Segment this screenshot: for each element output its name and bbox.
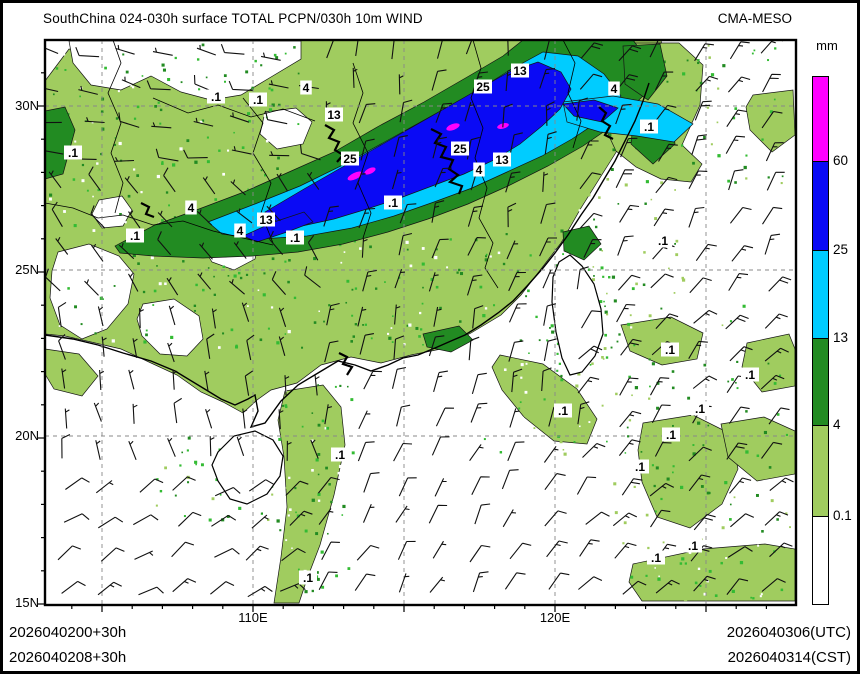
coastline xyxy=(45,82,650,429)
svg-text:13: 13 xyxy=(327,108,341,122)
colorbar-segment-4 xyxy=(812,425,829,518)
lon-label-120e: 120E xyxy=(539,610,571,625)
svg-text:.1: .1 xyxy=(211,90,221,104)
svg-text:25: 25 xyxy=(453,142,467,156)
island-hainan xyxy=(211,430,284,505)
precip-heavy-bands xyxy=(45,40,694,353)
svg-text:4: 4 xyxy=(476,163,483,177)
colorbar-tick-60: 60 xyxy=(833,153,849,168)
model-name: CMA-MESO xyxy=(717,11,792,26)
svg-text:.1: .1 xyxy=(290,231,300,245)
colorbar-segment-3 xyxy=(812,338,829,427)
colorbar-tick-4: 4 xyxy=(833,417,841,432)
map-frame xyxy=(43,38,798,607)
lat-label-25n: 25N xyxy=(15,262,39,277)
lon-label-110e: 110E xyxy=(238,610,268,625)
svg-text:4: 4 xyxy=(611,82,618,96)
lat-label-15n: 15N xyxy=(15,595,39,610)
svg-text:.1: .1 xyxy=(253,93,263,107)
svg-text:25: 25 xyxy=(343,152,357,166)
svg-text:.1: .1 xyxy=(335,448,345,462)
svg-text:.1: .1 xyxy=(658,234,668,248)
svg-text:.1: .1 xyxy=(651,551,661,565)
contour-labels: .1 .1 .1 4 13 25 25 13 4 .1 25 13 4 .1 4 .1 4 13 .1 .1 .1 .1.… xyxy=(64,63,759,585)
colorbar-tick-0-1: 0.1 xyxy=(833,508,852,523)
svg-text:13: 13 xyxy=(259,213,273,227)
map-canvas: .1 .1 .1 4 13 25 25 13 4 .1 25 13 4 .1 4 .1 4 13 .1 .1 .1 .1.… xyxy=(38,38,798,612)
svg-text:.1: .1 xyxy=(558,404,568,418)
svg-text:.1: .1 xyxy=(688,539,698,553)
lat-label-20n: 20N xyxy=(15,428,39,443)
colorbar-segment-0 xyxy=(812,76,829,163)
svg-text:.1: .1 xyxy=(666,428,676,442)
svg-text:.1: .1 xyxy=(665,343,675,357)
valid-time-cst: 2026040314(CST) xyxy=(727,649,851,666)
init-time-cst: 2026040208+30h xyxy=(9,649,127,666)
island-taiwan xyxy=(551,254,604,376)
svg-text:.1: .1 xyxy=(644,120,654,134)
map-layers: .1 .1 .1 4 13 25 25 13 4 .1 25 13 4 .1 4 .1 4 13 .1 .1 .1 .1.… xyxy=(45,40,796,605)
svg-text:13: 13 xyxy=(495,153,509,167)
svg-text:.1: .1 xyxy=(635,460,645,474)
svg-text:.1: .1 xyxy=(130,229,140,243)
svg-text:4: 4 xyxy=(303,81,310,95)
colorbar-segment-1 xyxy=(812,161,829,252)
colorbar-tick-25: 25 xyxy=(833,242,849,257)
colorbar-segment-2 xyxy=(812,250,829,340)
geography xyxy=(45,40,650,505)
lat-label-30n: 30N xyxy=(15,98,39,113)
page-title: SouthChina 024-030h surface TOTAL PCPN/0… xyxy=(43,11,423,26)
svg-text:4: 4 xyxy=(237,224,244,238)
svg-text:.1: .1 xyxy=(68,146,78,160)
colorbar-unit: mm xyxy=(816,38,838,53)
wind-barbs xyxy=(45,40,794,598)
svg-text:25: 25 xyxy=(476,80,490,94)
colorbar-segment-5 xyxy=(812,516,829,605)
svg-text:.1: .1 xyxy=(695,402,705,416)
svg-text:.1: .1 xyxy=(745,368,755,382)
svg-text:13: 13 xyxy=(513,64,527,78)
svg-text:4: 4 xyxy=(188,201,195,215)
svg-text:.1: .1 xyxy=(303,571,313,585)
svg-text:.1: .1 xyxy=(388,196,398,210)
valid-time-utc: 2026040306(UTC) xyxy=(726,624,851,641)
init-time-utc: 2026040200+30h xyxy=(9,624,127,641)
colorbar-tick-13: 13 xyxy=(833,330,849,345)
